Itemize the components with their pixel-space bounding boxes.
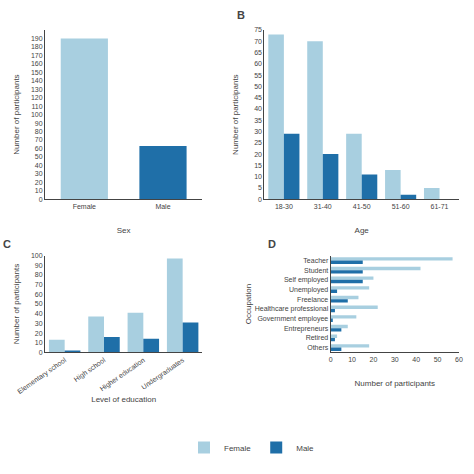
svg-text:Teacher: Teacher <box>303 257 329 264</box>
svg-text:10: 10 <box>35 339 43 346</box>
svg-text:50: 50 <box>434 356 442 363</box>
svg-text:Male: Male <box>155 203 170 210</box>
svg-text:51-60: 51-60 <box>392 203 410 210</box>
svg-text:100: 100 <box>31 252 43 259</box>
svg-text:C: C <box>3 238 11 250</box>
svg-text:40: 40 <box>35 162 43 169</box>
svg-text:110: 110 <box>31 103 42 110</box>
svg-text:190: 190 <box>31 35 43 42</box>
svg-text:170: 170 <box>31 52 43 59</box>
svg-text:30: 30 <box>35 320 43 327</box>
svg-text:55: 55 <box>254 72 262 79</box>
svg-text:40: 40 <box>254 105 262 112</box>
svg-text:Retired: Retired <box>306 334 329 341</box>
svg-text:18-30: 18-30 <box>275 203 293 210</box>
svg-text:Undergraduates: Undergraduates <box>140 356 186 392</box>
svg-text:80: 80 <box>35 271 43 278</box>
svg-text:Government employee: Government employee <box>257 315 328 323</box>
svg-text:50: 50 <box>35 300 43 307</box>
svg-text:Age: Age <box>355 226 370 235</box>
svg-text:Self employed: Self employed <box>284 276 328 284</box>
svg-text:50: 50 <box>254 83 262 90</box>
svg-text:45: 45 <box>254 94 262 101</box>
svg-text:B: B <box>237 9 245 21</box>
svg-text:Occupation: Occupation <box>244 284 253 324</box>
svg-text:Sex: Sex <box>117 226 131 235</box>
svg-text:Healthcare professional: Healthcare professional <box>255 305 329 313</box>
svg-text:Freelance: Freelance <box>297 296 328 303</box>
svg-text:31-40: 31-40 <box>314 203 332 210</box>
svg-text:180: 180 <box>31 43 43 50</box>
svg-text:Female: Female <box>224 444 251 453</box>
svg-text:Number of participants: Number of participants <box>12 74 21 154</box>
svg-text:High school: High school <box>73 356 108 384</box>
svg-text:15: 15 <box>254 162 262 169</box>
svg-text:20: 20 <box>35 179 43 186</box>
svg-text:70: 70 <box>35 136 43 143</box>
svg-text:20: 20 <box>254 151 262 158</box>
svg-text:70: 70 <box>254 38 262 45</box>
svg-text:Number of participants: Number of participants <box>355 379 435 388</box>
svg-text:90: 90 <box>35 262 43 269</box>
svg-text:35: 35 <box>254 117 262 124</box>
svg-text:40: 40 <box>35 310 43 317</box>
svg-text:120: 120 <box>31 94 43 101</box>
svg-text:25: 25 <box>254 139 262 146</box>
svg-text:60: 60 <box>35 291 43 298</box>
svg-text:65: 65 <box>254 49 262 56</box>
svg-text:150: 150 <box>31 69 43 76</box>
svg-text:0: 0 <box>39 349 43 356</box>
svg-text:90: 90 <box>35 120 43 127</box>
svg-text:160: 160 <box>31 60 43 67</box>
svg-text:60: 60 <box>455 356 463 363</box>
svg-text:100: 100 <box>31 111 43 118</box>
svg-text:40: 40 <box>412 356 420 363</box>
svg-text:Higher education: Higher education <box>99 356 147 393</box>
svg-text:30: 30 <box>254 128 262 135</box>
svg-text:Number of participants: Number of participants <box>12 264 21 344</box>
svg-text:Female: Female <box>73 203 96 210</box>
svg-text:130: 130 <box>31 86 43 93</box>
svg-text:50: 50 <box>35 153 43 160</box>
svg-text:Male: Male <box>296 444 314 453</box>
svg-text:D: D <box>268 238 276 250</box>
svg-text:20: 20 <box>35 330 43 337</box>
svg-text:30: 30 <box>35 170 43 177</box>
svg-text:0: 0 <box>39 196 43 203</box>
svg-text:Student: Student <box>304 267 328 274</box>
svg-text:70: 70 <box>35 281 43 288</box>
svg-text:140: 140 <box>31 77 43 84</box>
svg-text:Level of education: Level of education <box>91 395 156 404</box>
svg-text:5: 5 <box>258 184 262 191</box>
svg-text:75: 75 <box>254 26 262 33</box>
svg-text:Elementary school: Elementary school <box>16 356 68 396</box>
svg-text:10: 10 <box>254 173 262 180</box>
svg-text:0: 0 <box>329 356 333 363</box>
svg-text:61-71: 61-71 <box>431 203 449 210</box>
svg-text:Entrepreneurs: Entrepreneurs <box>284 325 329 333</box>
svg-text:20: 20 <box>370 356 378 363</box>
svg-text:Others: Others <box>307 344 329 351</box>
svg-text:Unemployed: Unemployed <box>289 286 328 294</box>
svg-text:0: 0 <box>258 196 262 203</box>
svg-text:10: 10 <box>348 356 356 363</box>
svg-text:80: 80 <box>35 128 43 135</box>
svg-text:30: 30 <box>391 356 399 363</box>
svg-text:60: 60 <box>35 145 43 152</box>
svg-text:10: 10 <box>35 187 43 194</box>
svg-text:60: 60 <box>254 60 262 67</box>
svg-text:41-50: 41-50 <box>353 203 371 210</box>
svg-text:Number of participants: Number of participants <box>231 74 240 154</box>
